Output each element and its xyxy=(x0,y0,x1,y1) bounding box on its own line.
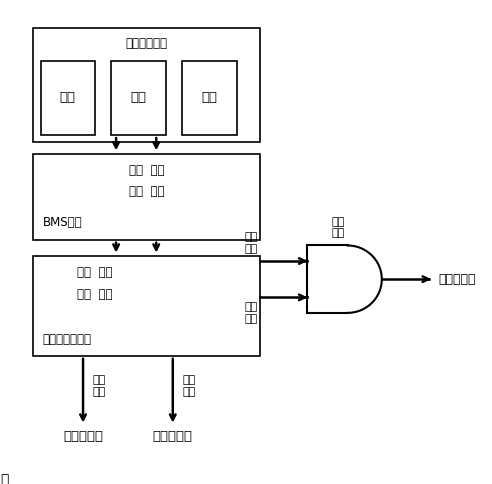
Bar xyxy=(33,256,260,356)
Text: 电池热失控: 电池热失控 xyxy=(63,430,103,443)
Text: 电压  温升: 电压 温升 xyxy=(129,164,164,177)
Bar xyxy=(33,154,260,240)
Text: 组合
条件: 组合 条件 xyxy=(331,217,344,239)
Polygon shape xyxy=(308,245,382,313)
Text: 电芯: 电芯 xyxy=(201,91,217,105)
Text: 电芯: 电芯 xyxy=(130,91,147,105)
Bar xyxy=(33,28,260,142)
Text: 电池热失控: 电池热失控 xyxy=(153,430,193,443)
Text: 锂离子电池筱: 锂离子电池筱 xyxy=(126,37,168,50)
Text: 电芯: 电芯 xyxy=(60,91,76,105)
Bar xyxy=(111,61,166,135)
Bar xyxy=(40,61,95,135)
Text: 电压  温升: 电压 温升 xyxy=(77,266,113,279)
Text: 温升
速率: 温升 速率 xyxy=(245,302,258,324)
Bar xyxy=(182,61,237,135)
Text: BMS系统: BMS系统 xyxy=(43,216,83,229)
Text: 变化  速率: 变化 速率 xyxy=(129,185,164,198)
Text: 电池热失控: 电池热失控 xyxy=(438,272,476,286)
Text: 热失控判定系统: 热失控判定系统 xyxy=(43,333,92,346)
Text: 变化  速率: 变化 速率 xyxy=(77,287,113,301)
Text: 电压
变化: 电压 变化 xyxy=(245,232,258,254)
Text: 独立
条件: 独立 条件 xyxy=(182,375,195,397)
Text: 测: 测 xyxy=(0,473,8,484)
Text: 独立
条件: 独立 条件 xyxy=(92,375,106,397)
